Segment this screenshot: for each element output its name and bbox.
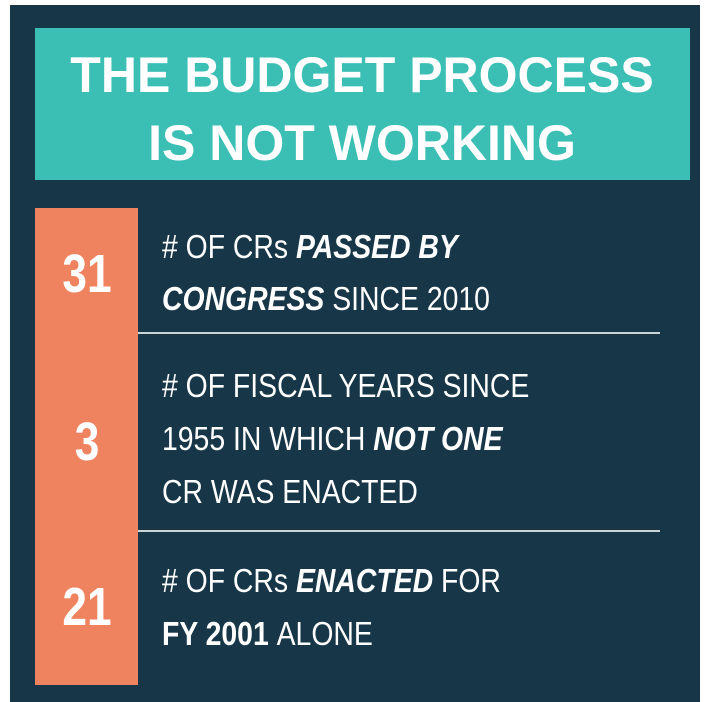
stat-number: 3 [75, 412, 100, 472]
text-run: NOT ONE [373, 420, 504, 458]
text-run: CR WAS ENACTED [162, 473, 418, 511]
stat-description: CR WAS ENACTED [162, 473, 418, 511]
stat-description: CONGRESS SINCE 2010 [162, 280, 490, 318]
text-run: 1955 IN WHICH [162, 420, 365, 458]
title-box [35, 28, 690, 180]
text-run: # OF CRs [162, 228, 288, 266]
text-run: FOR [441, 562, 501, 600]
stat-number: 21 [62, 577, 111, 637]
stat-description: FY 2001 ALONE [162, 615, 373, 653]
text-run: PASSED BY [296, 228, 460, 266]
text-run: CONGRESS [162, 280, 325, 318]
stat-description: # OF CRs ENACTED FOR [162, 562, 501, 600]
text-run: SINCE 2010 [332, 280, 490, 318]
number-column [35, 208, 138, 685]
text-run: # OF CRs [162, 562, 288, 600]
text-run: # OF FISCAL YEARS SINCE [162, 367, 529, 405]
text-run: ALONE [277, 615, 373, 653]
title-line: IS NOT WORKING [148, 115, 576, 171]
text-run: ENACTED [296, 562, 433, 600]
stat-description: # OF FISCAL YEARS SINCE [162, 367, 529, 405]
stat-number: 31 [62, 244, 111, 304]
stat-description: # OF CRs PASSED BY [162, 228, 460, 266]
title-line: THE BUDGET PROCESS [70, 47, 653, 103]
text-run: FY 2001 [162, 615, 269, 653]
stat-description: 1955 IN WHICH NOT ONE [162, 420, 504, 458]
